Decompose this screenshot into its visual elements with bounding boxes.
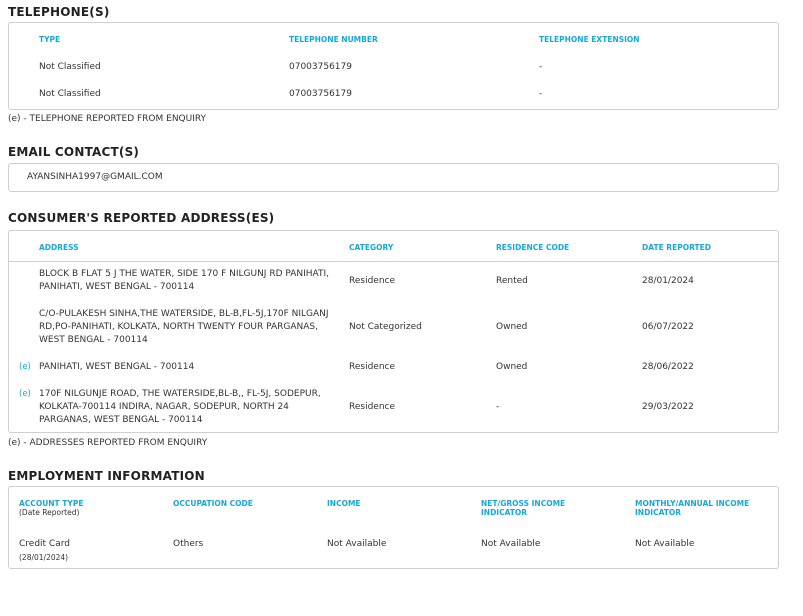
phone-extension: - [539, 89, 543, 99]
col-address: ADDRESS [39, 243, 79, 252]
phone-number: 07003756179 [289, 62, 352, 72]
col-account-type: ACCOUNT TYPE (Date Reported) [19, 499, 149, 517]
address-text: C/O-PULAKESH SINHA,THE WATERSIDE, BL-B,F… [39, 309, 329, 345]
monthly-annual: Not Available [635, 539, 695, 549]
income: Not Available [327, 539, 387, 549]
phone-number: 07003756179 [289, 89, 352, 99]
address-category: Not Categorized [349, 322, 422, 332]
address-category: Residence [349, 402, 396, 412]
address-category: Residence [349, 362, 396, 372]
address-residence: Owned [496, 322, 528, 332]
address-date: 06/07/2022 [642, 322, 694, 332]
employment-title: EMPLOYMENT INFORMATION [8, 469, 205, 483]
address-text: PANIHATI, WEST BENGAL - 700114 [39, 362, 195, 372]
col-extension: TELEPHONE EXTENSION [539, 35, 640, 44]
col-type: TYPE [39, 35, 61, 44]
addresses-table: ADDRESS CATEGORY RESIDENCE CODE DATE REP… [8, 230, 779, 433]
col-income: INCOME [327, 499, 361, 508]
col-number: TELEPHONE NUMBER [289, 35, 378, 44]
telephones-footnote: (e) - TELEPHONE REPORTED FROM ENQUIRY [8, 114, 207, 124]
phone-type: Not Classified [39, 89, 101, 99]
enquiry-flag: (e) [19, 389, 31, 399]
enquiry-flag: (e) [19, 362, 31, 372]
col-net-gross: NET/GROSS INCOME INDICATOR [481, 499, 566, 517]
col-occupation: OCCUPATION CODE [173, 499, 253, 508]
emails-box: AYANSINHA1997@GMAIL.COM [8, 163, 779, 192]
col-category: CATEGORY [349, 243, 394, 252]
address-date: 28/06/2022 [642, 362, 694, 372]
addresses-title: CONSUMER'S REPORTED ADDRESS(ES) [8, 211, 275, 225]
col-date-reported: DATE REPORTED [642, 243, 711, 252]
phone-extension: - [539, 62, 543, 72]
col-account-type-sub: (Date Reported) [19, 508, 80, 517]
col-monthly-annual: MONTHLY/ANNUAL INCOME INDICATOR [635, 499, 750, 517]
address-text: BLOCK B FLAT 5 J THE WATER, SIDE 170 F N… [39, 269, 329, 292]
address-date: 29/03/2022 [642, 402, 694, 412]
addresses-footnote: (e) - ADDRESSES REPORTED FROM ENQUIRY [8, 438, 208, 448]
occupation: Others [173, 539, 204, 549]
phone-type: Not Classified [39, 62, 101, 72]
net-gross: Not Available [481, 539, 541, 549]
col-residence-code: RESIDENCE CODE [496, 243, 570, 252]
address-residence: Owned [496, 362, 528, 372]
account-type: Credit Card [19, 539, 70, 549]
address-residence: Rented [496, 276, 528, 286]
address-date: 28/01/2024 [642, 276, 694, 286]
header-divider [9, 261, 778, 262]
email-address: AYANSINHA1997@GMAIL.COM [27, 172, 163, 182]
emails-title: EMAIL CONTACT(S) [8, 145, 140, 159]
address-category: Residence [349, 276, 396, 286]
telephones-table: TYPE TELEPHONE NUMBER TELEPHONE EXTENSIO… [8, 22, 779, 110]
address-text: 170F NILGUNJE ROAD, THE WATERSIDE,BL-B,,… [39, 389, 321, 425]
employment-table: ACCOUNT TYPE (Date Reported) OCCUPATION C… [8, 486, 779, 569]
account-date: (28/01/2024) [19, 553, 69, 562]
telephones-title: TELEPHONE(S) [8, 5, 110, 19]
address-residence: - [496, 402, 500, 412]
